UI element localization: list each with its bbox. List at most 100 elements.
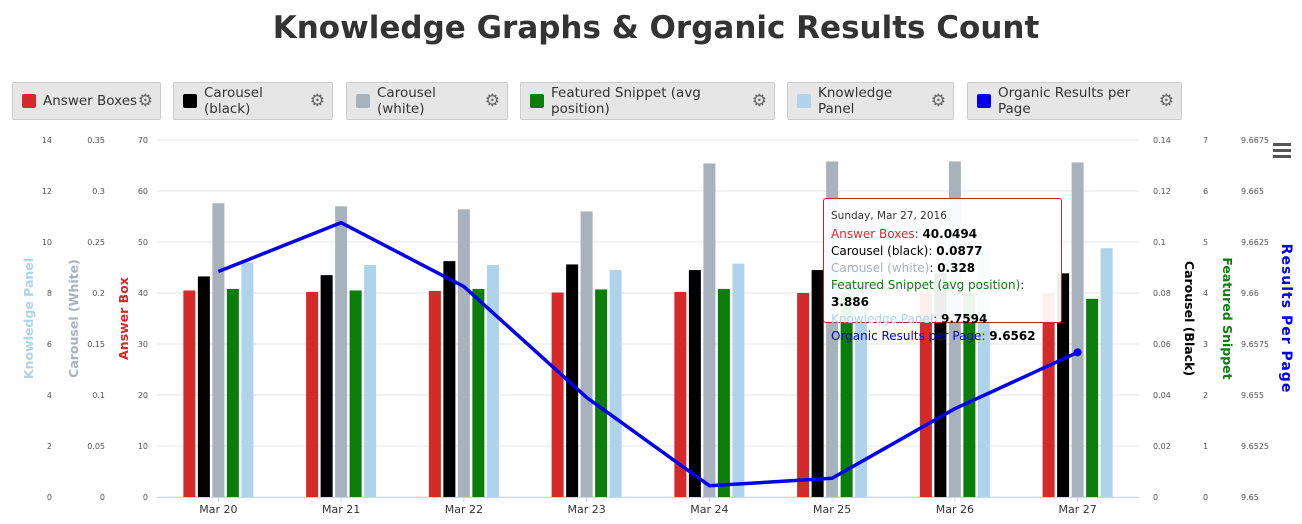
axis-tick-label: 9.6625 — [1241, 238, 1269, 247]
bar-knowledge-panel — [486, 264, 499, 497]
bar-answer-boxes — [551, 292, 564, 497]
gear-icon[interactable]: ⚙ — [751, 90, 767, 111]
legend-swatch — [22, 94, 36, 108]
bar-answer-boxes — [797, 293, 810, 497]
axis-tick-label: 9.655 — [1241, 391, 1264, 400]
bar-answer-boxes — [306, 291, 319, 497]
tooltip-row: Featured Snippet (avg position): 3.886 — [831, 278, 1025, 309]
axis-tick-label: 9.6675 — [1241, 136, 1269, 145]
axis-tick-label: 0.35 — [87, 136, 105, 145]
legend-button-3[interactable]: Featured Snippet (avg position) ⚙ — [520, 82, 775, 120]
tooltip-date: Sunday, Mar 27, 2016 — [831, 210, 947, 222]
legend-button-1[interactable]: Carousel (black) ⚙ — [173, 82, 333, 120]
axis-title-fs: Featured Snippet — [1220, 257, 1235, 379]
axis-tick-label: 0.2 — [92, 289, 105, 298]
axis-tick-label: 3 — [1203, 340, 1208, 349]
x-axis-label: Mar 21 — [322, 503, 360, 516]
tooltip-row: Carousel (black): 0.0877 — [831, 244, 983, 258]
axis-tick-label: 9.6525 — [1241, 442, 1269, 451]
bar-featured-snippet-avg-position- — [472, 288, 485, 497]
legend-label: Carousel (black) — [204, 85, 263, 117]
legend-swatch — [530, 94, 544, 108]
gear-icon[interactable]: ⚙ — [137, 90, 153, 111]
bar-carousel-white- — [457, 209, 470, 498]
axis-title-ab: Answer Box — [116, 277, 131, 360]
legend-label: Carousel (white) — [377, 85, 436, 117]
axis-tick-label: 6 — [1203, 187, 1208, 196]
axis-tick-label: 20 — [138, 391, 148, 400]
axis-tick-label: 2 — [47, 442, 52, 451]
axis-tick-label: 12 — [42, 187, 52, 196]
x-axis-label: Mar 24 — [690, 503, 728, 516]
axis-tick-label: 4 — [1203, 289, 1208, 298]
axis-tick-label: 60 — [138, 187, 148, 196]
axis-tick-label: 30 — [138, 340, 148, 349]
legend-label: Answer Boxes — [43, 93, 138, 109]
bar-knowledge-panel — [855, 271, 868, 497]
gear-icon[interactable]: ⚙ — [1158, 90, 1174, 111]
gear-icon[interactable]: ⚙ — [484, 90, 500, 111]
x-axis-label: Mar 27 — [1059, 503, 1097, 516]
bar-carousel-black- — [566, 264, 579, 497]
bar-featured-snippet-avg-position- — [963, 293, 976, 497]
bar-featured-snippet-avg-position- — [226, 288, 239, 497]
axis-tick-label: 2 — [1203, 391, 1208, 400]
bar-carousel-black- — [320, 275, 333, 497]
legend-button-5[interactable]: Organic Results per Page ⚙ — [967, 82, 1182, 120]
legend-button-0[interactable]: Answer Boxes ⚙ — [12, 82, 161, 120]
bar-answer-boxes — [183, 290, 196, 497]
bar-carousel-black- — [811, 270, 824, 497]
axis-tick-label: 70 — [138, 136, 148, 145]
axis-tick-label: 0.04 — [1153, 391, 1171, 400]
bar-answer-boxes — [1042, 292, 1055, 497]
legend-swatch — [183, 94, 197, 108]
bar-featured-snippet-avg-position- — [1086, 298, 1099, 497]
axis-title-kp: Knowledge Panel — [21, 258, 36, 379]
legend-button-4[interactable]: Knowledge Panel ⚙ — [787, 82, 954, 120]
tooltip-row: Knowledge Panel: 9.7594 — [831, 312, 988, 326]
bar-carousel-white- — [335, 206, 348, 498]
bar-carousel-white- — [212, 203, 225, 498]
axis-tick-label: 0 — [100, 493, 105, 502]
tooltip-row: Carousel (white): 0.328 — [831, 261, 976, 275]
bar-featured-snippet-avg-position- — [717, 288, 730, 497]
axis-tick-label: 40 — [138, 289, 148, 298]
axis-tick-label: 50 — [138, 238, 148, 247]
chart-tooltip: Sunday, Mar 27, 2016 Answer Boxes: 40.04… — [823, 198, 1062, 343]
bar-carousel-black- — [1057, 273, 1070, 497]
bar-carousel-black- — [197, 276, 210, 497]
bar-answer-boxes — [428, 290, 441, 497]
axis-tick-label: 0.08 — [1153, 289, 1171, 298]
x-axis-label: Mar 26 — [936, 503, 974, 516]
bar-carousel-black- — [443, 261, 456, 497]
legend-button-2[interactable]: Carousel (white) ⚙ — [346, 82, 508, 120]
chart-menu-icon[interactable] — [1273, 143, 1291, 161]
axis-tick-label: 10 — [138, 442, 148, 451]
bar-carousel-white- — [703, 163, 716, 497]
x-axis-label: Mar 20 — [199, 503, 237, 516]
axis-tick-label: 10 — [42, 238, 52, 247]
bar-knowledge-panel — [364, 264, 377, 497]
x-axis-label: Mar 22 — [445, 503, 483, 516]
bar-knowledge-panel — [609, 270, 622, 497]
axis-tick-label: 6 — [47, 340, 52, 349]
gear-icon[interactable]: ⚙ — [930, 90, 946, 111]
x-axis-label: Mar 23 — [568, 503, 606, 516]
legend-swatch — [356, 94, 370, 108]
axis-tick-label: 0 — [1153, 493, 1158, 502]
axis-tick-label: 0.06 — [1153, 340, 1171, 349]
legend-label: Featured Snippet (avg position) — [551, 85, 701, 117]
bar-knowledge-panel — [241, 262, 254, 497]
axis-tick-label: 4 — [47, 391, 52, 400]
legend-label: Knowledge Panel — [818, 85, 893, 117]
line-organic-results — [217, 220, 1079, 488]
axis-tick-label: 8 — [47, 289, 52, 298]
tooltip-row: Organic Results per Page: 9.6562 — [831, 329, 1036, 343]
bar-carousel-black- — [688, 270, 701, 497]
legend-swatch — [977, 94, 991, 108]
axis-title-cb: Carousel (Black) — [1182, 261, 1197, 376]
gear-icon[interactable]: ⚙ — [309, 90, 325, 111]
axis-tick-label: 9.6575 — [1241, 340, 1269, 349]
bar-carousel-white- — [580, 211, 593, 497]
x-axis-label: Mar 25 — [813, 503, 851, 516]
